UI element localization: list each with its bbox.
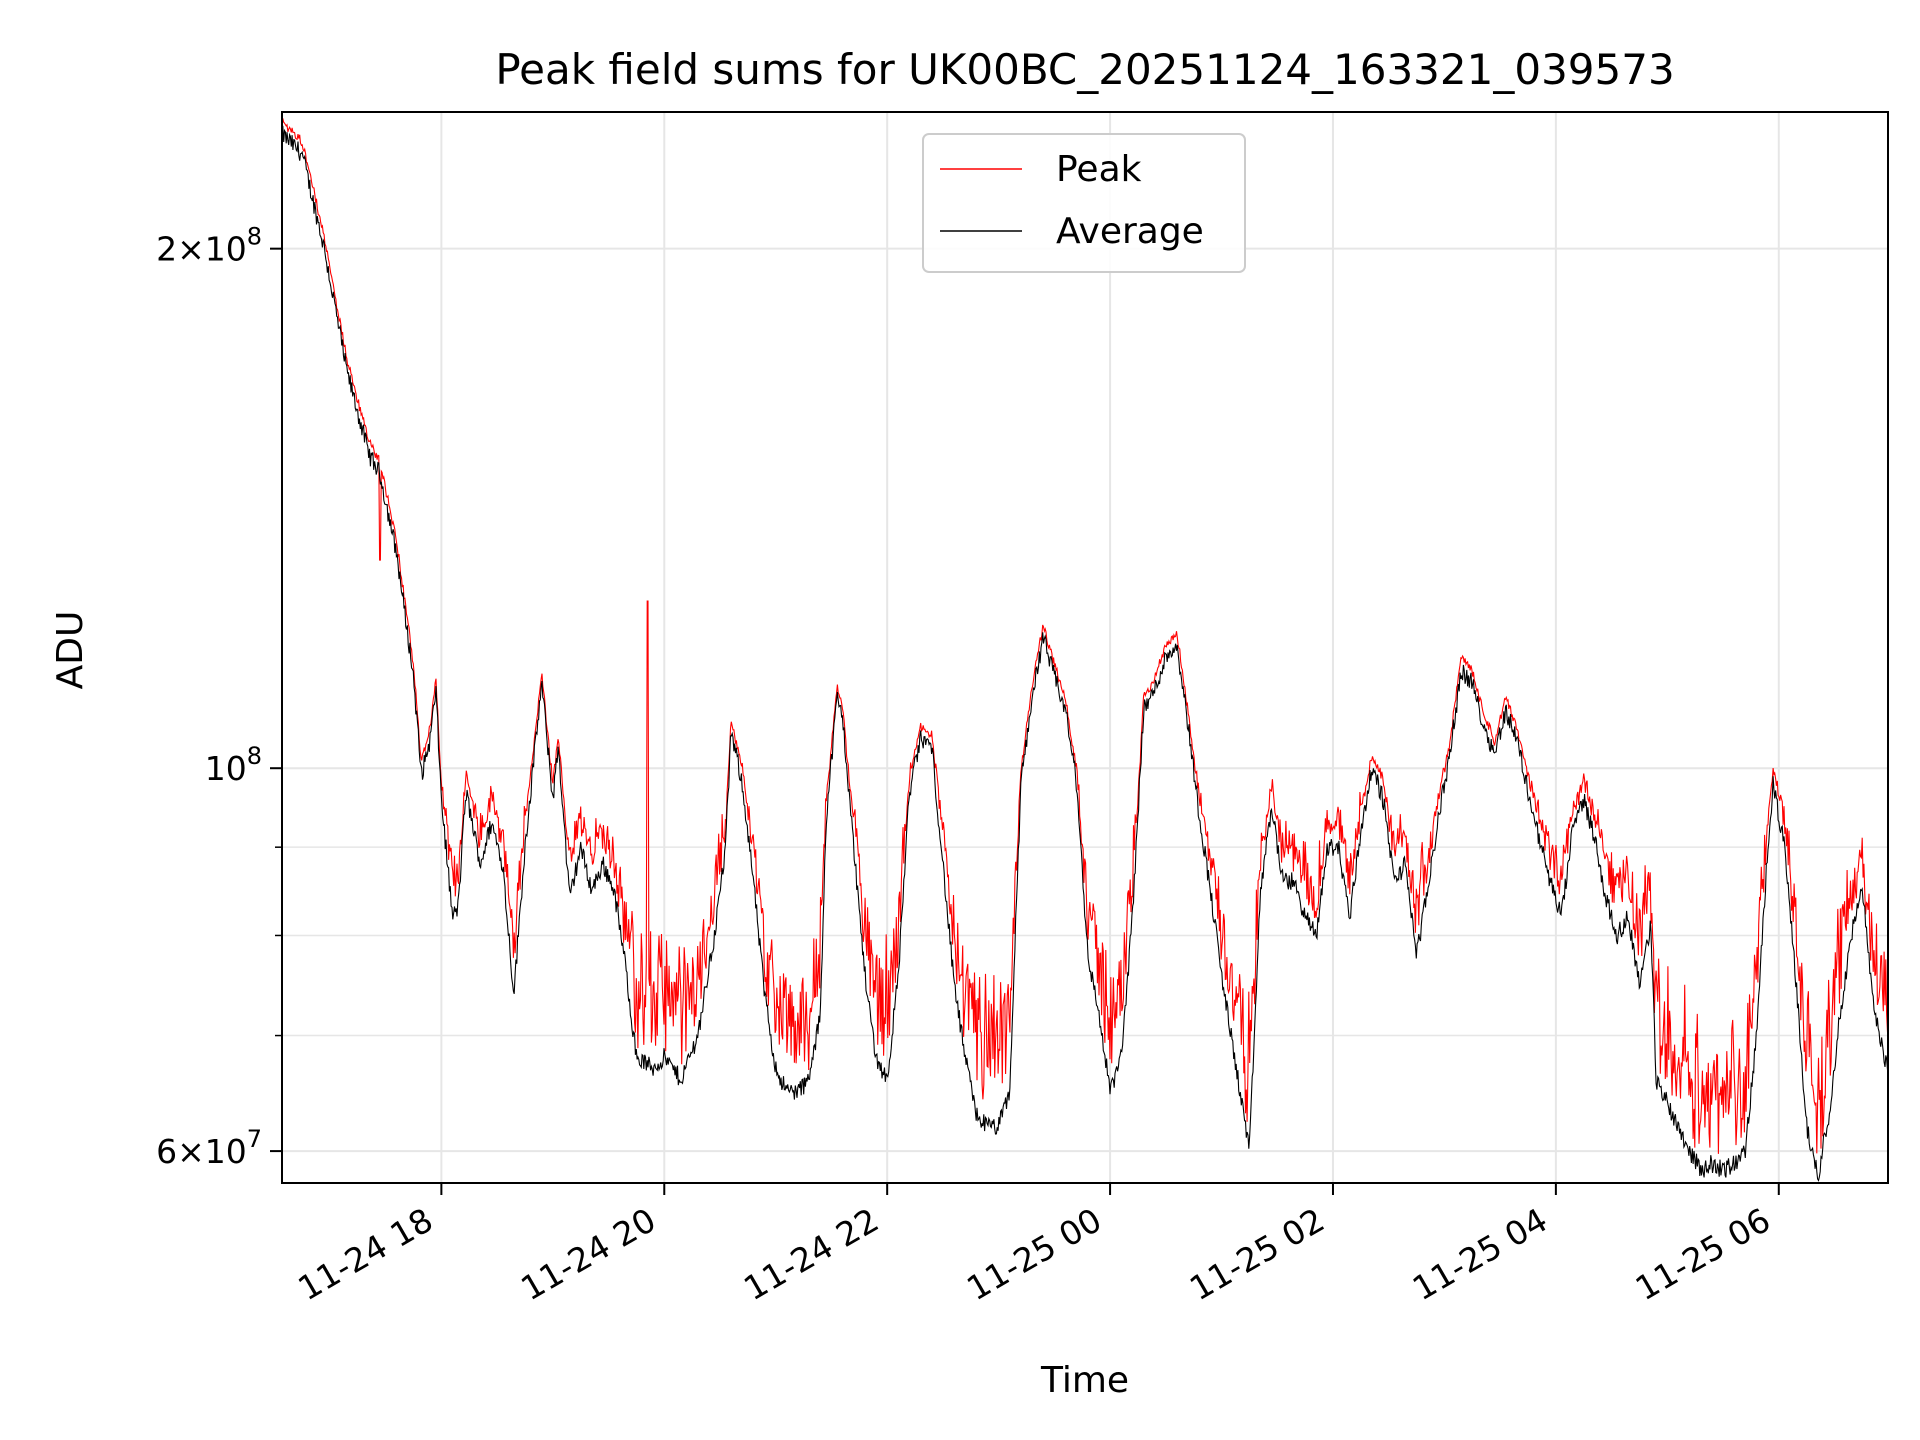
y-tick-label: 2×108 [156,223,262,269]
legend-label-average: Average [1056,211,1204,252]
y-tick-label: 6×107 [156,1125,262,1171]
legend: Peak Average [923,134,1245,272]
legend-label-peak: Peak [1056,149,1142,190]
y-axis-label: ADU [50,611,91,690]
chart-canvas: 11-24 18 11-24 20 11-24 22 11-25 00 11-25 02… [0,0,1920,1440]
x-axis-label: Time [1040,1360,1129,1401]
chart-title: Peak field sums for UK00BC_20251124_1633… [495,45,1674,94]
